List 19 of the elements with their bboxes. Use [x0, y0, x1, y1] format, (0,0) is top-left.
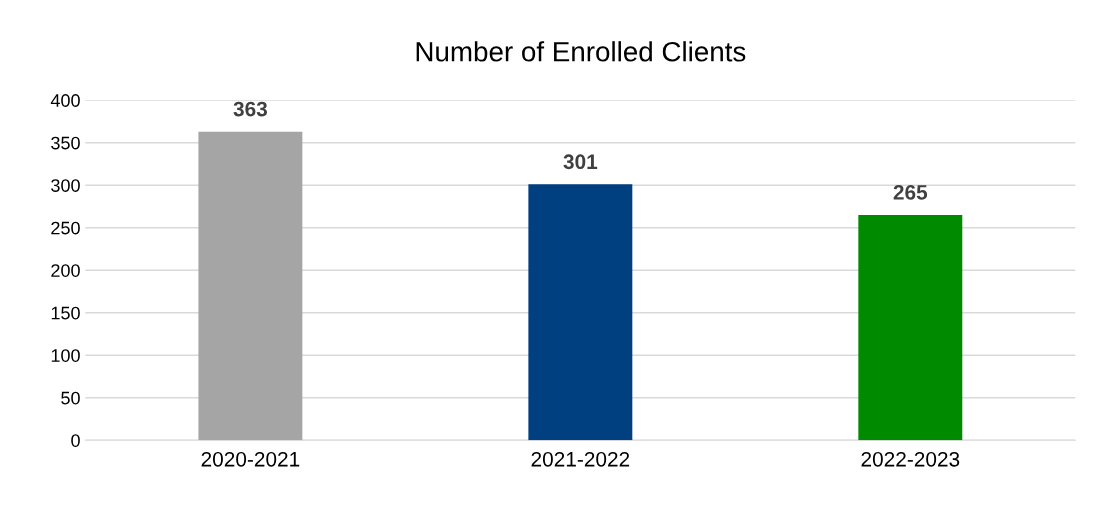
data-label: 265	[893, 184, 928, 200]
y-tick-label: 100	[51, 349, 80, 362]
x-tick-label: 2022-2023	[861, 451, 960, 467]
bar	[198, 131, 303, 441]
y-tick-label: 250	[51, 221, 80, 235]
y-tick-label: 0	[71, 434, 80, 447]
y-tick-label: 50	[61, 391, 80, 405]
bar	[858, 214, 963, 441]
y-tick-label: 200	[51, 264, 80, 277]
x-tick-label: 2020-2021	[201, 451, 300, 467]
y-tick-label: 350	[51, 136, 80, 150]
x-tick-label: 2021-2022	[531, 451, 630, 467]
y-tick-label: 400	[50, 94, 80, 107]
bar	[528, 184, 633, 441]
y-tick-label: 150	[51, 306, 80, 320]
chart-title: Number of Enrolled Clients	[416, 41, 746, 62]
data-label: 363	[233, 101, 268, 117]
data-label: 301	[563, 154, 598, 170]
y-tick-label: 300	[51, 179, 80, 192]
